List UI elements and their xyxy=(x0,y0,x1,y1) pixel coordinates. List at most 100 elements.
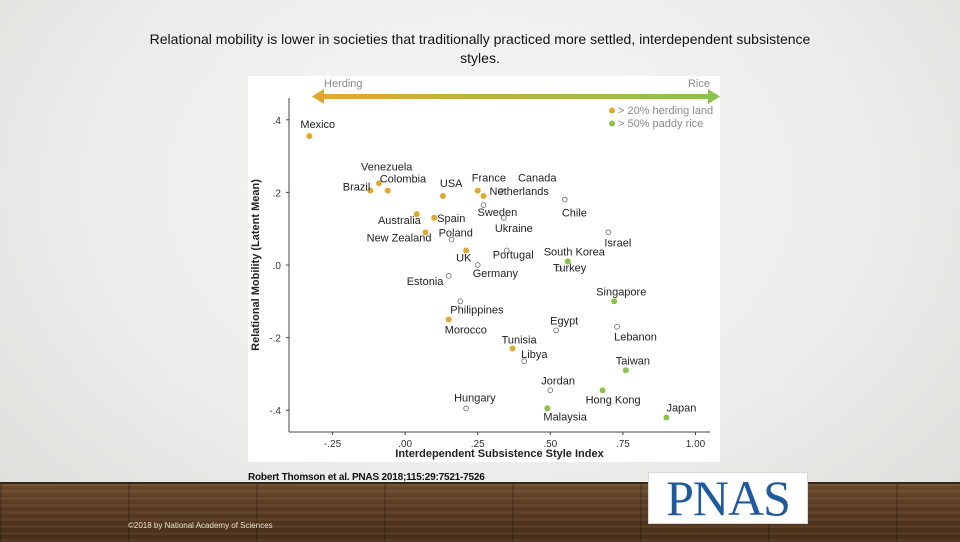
x-axis-label: Interdependent Subsistence Style Index xyxy=(395,448,604,460)
point-marker-open xyxy=(556,265,562,272)
point-label: Malaysia xyxy=(543,411,587,423)
data-point: Lebanon xyxy=(614,323,657,344)
data-point: USA xyxy=(439,178,463,200)
point-label: Egypt xyxy=(550,315,578,327)
point-label: France xyxy=(472,173,506,185)
legend-marker-herding xyxy=(609,107,615,114)
y-tick-label: .2 xyxy=(273,188,282,199)
data-point: UK xyxy=(456,247,472,264)
point-label: Tunisia xyxy=(502,335,538,347)
data-point: Singapore xyxy=(596,286,646,305)
point-label: Netherlands xyxy=(490,186,550,198)
y-tick-label: .4 xyxy=(273,116,282,127)
point-label: Colombia xyxy=(380,174,427,186)
x-tick-label: .00 xyxy=(398,439,412,450)
data-point: Jordan xyxy=(541,375,575,394)
data-point: Egypt xyxy=(550,315,578,334)
slide-title: Relational mobility is lower in societie… xyxy=(149,31,811,66)
legend-entry: > 20% herding land xyxy=(618,105,713,117)
point-label: Germany xyxy=(473,268,519,280)
point-marker-open xyxy=(561,196,568,203)
point-marker-herding xyxy=(509,345,516,352)
point-label: Philippines xyxy=(450,304,504,316)
point-label: Brazil xyxy=(343,182,371,194)
data-point: Poland xyxy=(439,228,473,243)
point-marker-herding xyxy=(306,133,313,140)
pnas-logo: PNAS xyxy=(648,472,808,524)
y-tick-label: -.2 xyxy=(269,334,281,345)
data-point: Chile xyxy=(561,196,587,220)
legend-entry: > 50% paddy rice xyxy=(618,118,703,130)
point-marker-open xyxy=(503,247,510,254)
point-marker-herding xyxy=(367,187,374,194)
point-marker-herding xyxy=(413,211,420,218)
point-label: Singapore xyxy=(596,286,646,298)
point-label: Japan xyxy=(666,402,696,414)
point-label: Lebanon xyxy=(614,332,657,344)
copyright-text: ©2018 by National Academy of Sciences xyxy=(128,521,273,530)
point-label: Jordan xyxy=(541,375,575,387)
data-point: Mexico xyxy=(300,119,335,140)
chart-points: Mexico Venezuela Brazil Colombia USA France Ca… xyxy=(300,119,696,423)
data-point: Malaysia xyxy=(543,405,588,423)
point-marker-rice xyxy=(599,387,606,394)
point-label: Spain xyxy=(437,213,465,225)
point-marker-herding xyxy=(474,187,481,194)
point-label: Chile xyxy=(562,208,587,220)
y-tick-label: .0 xyxy=(273,261,282,272)
point-label: Sweden xyxy=(478,207,518,219)
data-point: Taiwan xyxy=(616,355,650,374)
data-point: Australia xyxy=(378,211,422,227)
point-label: Turkey xyxy=(553,263,587,275)
point-label: UK xyxy=(456,252,472,264)
point-marker-herding xyxy=(480,193,487,200)
point-marker-herding xyxy=(445,316,452,323)
data-point: Israel xyxy=(604,229,631,249)
point-label: Morocco xyxy=(445,324,487,336)
y-tick-label: -.4 xyxy=(269,406,281,417)
point-marker-herding xyxy=(439,193,446,200)
point-marker-rice xyxy=(622,367,629,374)
data-point: Philippines xyxy=(450,298,504,316)
point-marker-open xyxy=(474,262,481,268)
data-point: Germany xyxy=(473,262,519,280)
point-label: South Korea xyxy=(544,246,606,258)
point-marker-open xyxy=(448,236,455,243)
point-marker-open xyxy=(498,187,504,194)
point-marker-herding xyxy=(463,247,470,254)
herding-rice-arrow: Herding Rice xyxy=(312,78,720,104)
point-marker-open xyxy=(521,358,528,365)
data-point: Ukraine xyxy=(495,214,533,235)
point-marker-open xyxy=(553,327,559,334)
data-point: Turkey xyxy=(553,263,587,275)
data-point: Estonia xyxy=(407,273,452,288)
data-point: Hungary xyxy=(454,392,496,412)
x-tick-label: 1.00 xyxy=(686,439,706,450)
point-label: Hungary xyxy=(454,392,496,404)
point-marker-open xyxy=(463,405,469,412)
point-marker-rice xyxy=(663,414,670,421)
scatter-chart-panel: Herding Rice -.25.00.25.50.75 1.00.4.2.0-… xyxy=(248,76,720,462)
point-marker-open xyxy=(614,323,620,330)
x-tick-label: .50 xyxy=(543,439,557,450)
point-marker-open xyxy=(457,298,464,305)
y-axis-label: Relational Mobility (Latent Mean) xyxy=(250,179,262,351)
point-label: Israel xyxy=(604,237,631,249)
point-marker-rice xyxy=(564,258,571,265)
x-tick-label: -.25 xyxy=(324,439,342,450)
arrow-left-label: Herding xyxy=(324,78,363,90)
data-point: Sweden xyxy=(478,202,518,219)
data-point: Libya xyxy=(521,349,548,365)
chart-legend: > 20% herding land> 50% paddy rice xyxy=(609,105,713,130)
point-marker-open xyxy=(501,214,507,221)
data-point: Tunisia xyxy=(502,335,538,352)
point-label: Estonia xyxy=(407,276,445,288)
data-point: France xyxy=(472,173,506,194)
point-label: New Zealand xyxy=(367,232,432,244)
data-point: Canada xyxy=(498,173,557,194)
point-marker-open xyxy=(547,387,554,394)
point-label: USA xyxy=(440,178,463,190)
data-point: Brazil xyxy=(343,182,374,194)
arrow-right-label: Rice xyxy=(688,78,710,90)
point-marker-herding xyxy=(431,214,438,221)
